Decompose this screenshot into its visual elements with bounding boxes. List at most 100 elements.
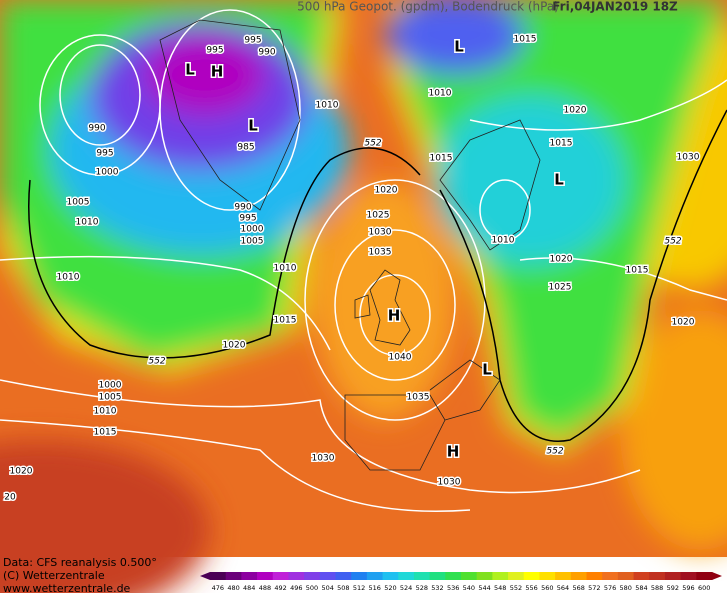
isobar-label: 990 <box>88 124 105 134</box>
isobar-label: 1020 <box>375 186 398 196</box>
coastlines <box>159 19 541 471</box>
isobar-label: 1000 <box>96 168 119 178</box>
colorbar-cell <box>664 572 682 580</box>
isobar-label: 995 <box>96 149 113 159</box>
isobar-label: 1020 <box>672 318 695 328</box>
isobar-label: 1010 <box>316 101 339 111</box>
isobar-label: 1015 <box>94 428 117 438</box>
isobar-label: 1030 <box>677 153 700 163</box>
isobar-label: 995 <box>239 214 256 224</box>
colorbar-tick-label: 560 <box>541 584 553 592</box>
colorbar-cell <box>210 572 227 580</box>
colorbar-cell <box>304 572 321 580</box>
colorbar-tick-label: 548 <box>494 584 506 592</box>
colorbar-tick-label: 556 <box>525 584 537 592</box>
colorbar-cell <box>319 572 336 580</box>
contour-label: 552 <box>148 357 165 367</box>
isobar-label: 1030 <box>369 228 392 238</box>
map-title: 500 hPa Geopot. (gpdm), Bodendruck (hPa) <box>297 0 559 14</box>
colorbar-tick-label: 600 <box>698 584 710 592</box>
colorbar-cell <box>351 572 368 580</box>
colorbar-cell <box>508 572 525 580</box>
colorbar-tick-label: 572 <box>588 584 600 592</box>
colorbar-cell <box>445 572 462 580</box>
pressure-center: H <box>211 63 224 81</box>
colorbar-tick-label: 480 <box>227 584 239 592</box>
isobar-label: 1010 <box>76 218 99 228</box>
isobar-label: 1010 <box>94 407 117 417</box>
pressure-center: H <box>447 443 460 461</box>
isobar-label: 995 <box>244 36 261 46</box>
colorbar-tick-label: 532 <box>431 584 443 592</box>
isobar-label: 1025 <box>367 211 390 221</box>
colorbar-cell <box>680 572 697 580</box>
isobar-label: 1030 <box>438 478 461 488</box>
colorbar-cell <box>257 572 274 580</box>
isobar-label: 990 <box>258 48 275 58</box>
isobar-label: 1015 <box>430 154 453 164</box>
pressure-center: L <box>248 117 258 135</box>
colorbar-cell <box>492 572 509 580</box>
isobar-label: 20 <box>4 493 16 503</box>
colorbar-cell <box>366 572 384 580</box>
colorbar-cell <box>476 572 493 580</box>
colorbar-tick-label: 520 <box>384 584 396 592</box>
isobar-label: 1035 <box>407 393 430 403</box>
colorbar-end <box>200 572 210 580</box>
source-note: Data: CFS reanalysis 0.500° <box>3 556 157 569</box>
colorbar-cell <box>696 572 713 580</box>
isobar-label: 990 <box>234 203 251 213</box>
isobar-label: 1020 <box>223 341 246 351</box>
copyright: (C) Wetterzentrale <box>3 569 105 582</box>
colorbar-tick-label: 484 <box>243 584 255 592</box>
map-labels: 9959959909909951000100510101010985990995… <box>3 33 701 504</box>
colorbar-cell <box>382 572 399 580</box>
colorbar-cell <box>288 572 305 580</box>
colorbar-tick-label: 564 <box>557 584 569 592</box>
colorbar-tick-label: 576 <box>604 584 616 592</box>
colorbar-tick-label: 512 <box>353 584 365 592</box>
contour-label: 552 <box>546 447 563 457</box>
map-date: Fri,04JAN2019 18Z <box>552 0 678 14</box>
colorbar-end <box>712 572 722 580</box>
isobar-label: 1005 <box>241 237 264 247</box>
pressure-center: L <box>554 171 564 189</box>
isobar-label: 1020 <box>564 106 587 116</box>
colorbar-tick-label: 488 <box>259 584 271 592</box>
colorbar-tick-label: 580 <box>620 584 632 592</box>
isobar-label: 1015 <box>274 316 297 326</box>
colorbar-cell <box>617 572 635 580</box>
isobar-label: 1020 <box>550 255 573 265</box>
colorbar-cell <box>272 572 289 580</box>
pressure-center: L <box>454 38 464 56</box>
colorbar-tick-label: 596 <box>682 584 694 592</box>
colorbar-tick-label: 528 <box>416 584 428 592</box>
isobar-label: 1005 <box>99 393 122 403</box>
isobar-label: 1015 <box>550 139 573 149</box>
colorbar-cell <box>398 572 415 580</box>
colorbar-cell <box>649 572 666 580</box>
colorbar-cell <box>602 572 619 580</box>
pressure-center: L <box>185 61 195 79</box>
colorbar-cell <box>225 572 242 580</box>
colorbar-tick-label: 508 <box>337 584 349 592</box>
isobar-label: 1035 <box>369 248 392 258</box>
colorbar-cell <box>335 572 352 580</box>
colorbar-tick-label: 492 <box>274 584 286 592</box>
colorbar-tick-label: 476 <box>212 584 224 592</box>
pressure-center: L <box>482 361 492 379</box>
colorbar-tick-label: 524 <box>400 584 412 592</box>
colorbar-tick-label: 584 <box>635 584 647 592</box>
colorbar-tick-label: 504 <box>321 584 333 592</box>
isobar-label: 1015 <box>626 266 649 276</box>
isobar-label: 1010 <box>429 89 452 99</box>
isobar-label: 1010 <box>57 273 80 283</box>
isobar-label: 995 <box>206 46 223 56</box>
colorbar-tick-label: 500 <box>306 584 318 592</box>
colorbar: 476 480 484 488 492 496 500 504 508 512 516 520 524 5… <box>200 572 722 592</box>
isobar-label: 985 <box>237 143 254 153</box>
colorbar-cell <box>413 572 431 580</box>
pressure-center: H <box>388 307 401 325</box>
